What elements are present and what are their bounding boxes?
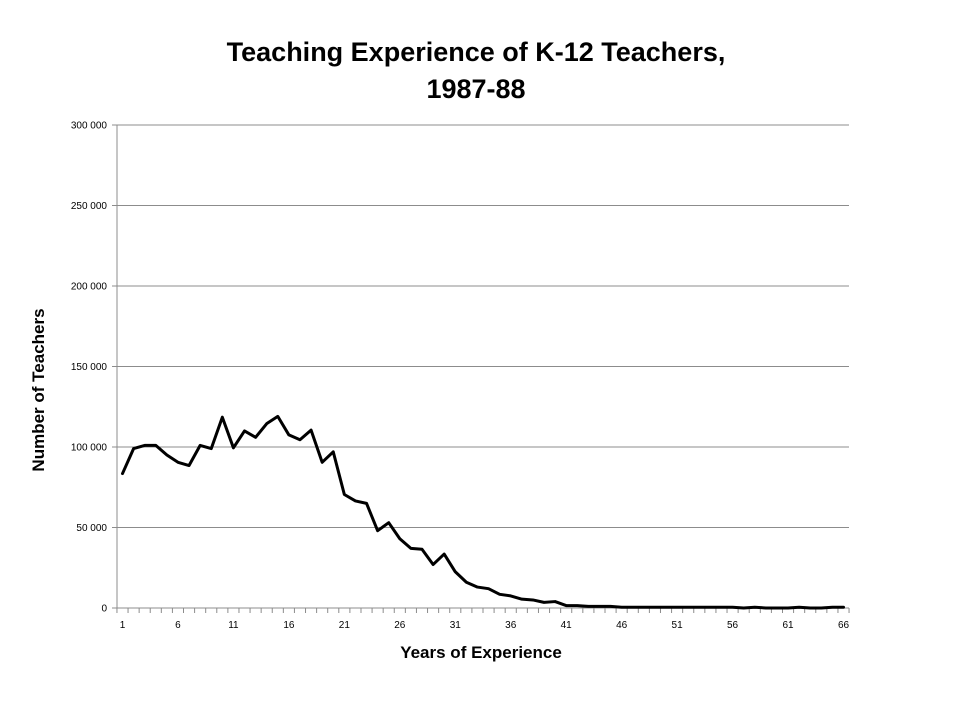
y-tick-labels: 0 50 000 100 000 150 000 200 000 250 000 300 0…: [71, 121, 108, 615]
x-tick-marks: [116, 608, 850, 613]
y-tick-label: 100 000: [71, 443, 108, 454]
series: [121, 414, 845, 610]
x-tick-label: 26: [394, 620, 406, 631]
y-axis-title: Number of Teachers: [29, 308, 48, 471]
x-axis-title: Years of Experience: [400, 643, 562, 662]
series-line: [121, 414, 845, 610]
x-tick-label: 41: [561, 620, 573, 631]
x-tick-label: 51: [672, 620, 684, 631]
x-tick-label: 66: [838, 620, 850, 631]
x-tick-label: 61: [782, 620, 794, 631]
x-tick-label: 31: [450, 620, 462, 631]
y-tick-label: 50 000: [76, 523, 107, 534]
y-tick-label: 200 000: [71, 282, 108, 293]
x-tick-labels: 1 6 11 16 21 26 31 36 41 46 51 56 61 66: [120, 620, 850, 631]
y-tick-label: 300 000: [71, 121, 108, 132]
chart-title-line-1: Teaching Experience of K-12 Teachers,: [227, 37, 726, 67]
x-tick-label: 6: [175, 620, 181, 631]
x-tick-label: 1: [120, 620, 126, 631]
x-tick-label: 36: [505, 620, 517, 631]
y-tick-label: 0: [101, 604, 107, 615]
gridlines: [112, 124, 849, 609]
x-tick-label: 46: [616, 620, 628, 631]
chart-title-line-2: 1987-88: [426, 74, 525, 104]
x-tick-label: 56: [727, 620, 739, 631]
x-tick-label: 11: [228, 620, 239, 631]
y-tick-label: 250 000: [71, 201, 108, 212]
x-tick-label: 21: [339, 620, 351, 631]
y-tick-label: 150 000: [71, 362, 108, 373]
x-tick-label: 16: [283, 620, 295, 631]
